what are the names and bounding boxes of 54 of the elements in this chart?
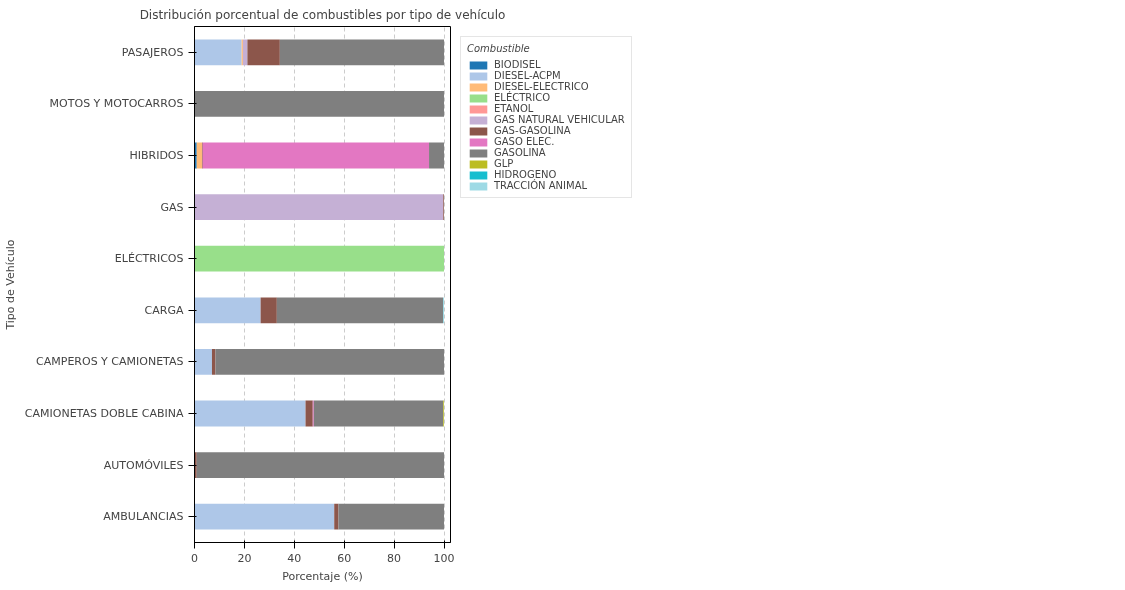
x-tick-label: 60 [337,551,352,565]
bar [260,297,277,324]
legend-title: Combustible [467,43,531,54]
bar [338,503,445,530]
y-tick-label: AUTOMÓVILES [103,458,184,472]
x-axis-title: Porcentaje (%) [282,569,363,583]
legend-label: GAS NATURAL VEHICULAR [494,114,625,125]
y-tick-label: ELÉCTRICOS [114,252,184,266]
y-tick-label: CAMPEROS Y CAMIONETAS [36,355,184,369]
legend-label: GASOLINA [494,147,546,158]
bar [334,503,339,530]
legend-label: DIESEL-ELECTRICO [494,81,589,92]
legend-label: HIDROGENO [494,169,557,180]
legend-label: GAS-GASOLINA [494,125,571,136]
y-tick-label: CARGA [144,303,184,317]
bar [242,39,248,66]
bar [194,297,261,324]
bar [194,39,242,66]
legend-label: TRACCIÓN ANIMAL [494,180,588,191]
x-tick-label: 20 [237,551,252,565]
bar [215,349,445,375]
y-tick-label: MOTOS Y MOTOCARROS [49,97,184,111]
y-tick-label: HIBRIDOS [129,149,184,162]
y-tick-label: AMBULANCIAS [103,510,184,524]
bar [194,245,445,272]
x-tick-label: 40 [287,551,302,565]
legend-label: GASO ELEC. [494,136,555,147]
bar [194,503,335,530]
bar [247,39,280,66]
bar [429,142,445,169]
chart-title: Distribución porcentual de combustibles por tipo de vehículo [139,7,506,22]
legend-label: BIODISEL [494,59,541,70]
bar [194,194,444,220]
legend-label: ETANOL [494,103,534,114]
x-tick-label: 100 [433,551,455,565]
bar [305,400,313,427]
y-tick-label: PASAJEROS [121,45,184,59]
x-tick-label: 0 [191,551,198,565]
legend-label: ELÉCTRICO [494,92,551,103]
legend-label: GLP [494,158,514,169]
bar [194,400,306,427]
bar [194,91,445,117]
y-tick-label: CAMIONETAS DOBLE CABINA [24,407,184,420]
legend-label: DIESEL-ACPM [494,70,561,81]
bar [276,297,444,324]
y-axis-title: Tipo de Vehículo [3,239,17,331]
bar [313,400,444,427]
bar [202,142,430,169]
bar [279,39,445,66]
x-tick-label: 80 [387,551,402,565]
bar [196,452,445,478]
bar [194,349,212,375]
y-tick-label: GAS [160,200,184,214]
bar [196,142,202,169]
